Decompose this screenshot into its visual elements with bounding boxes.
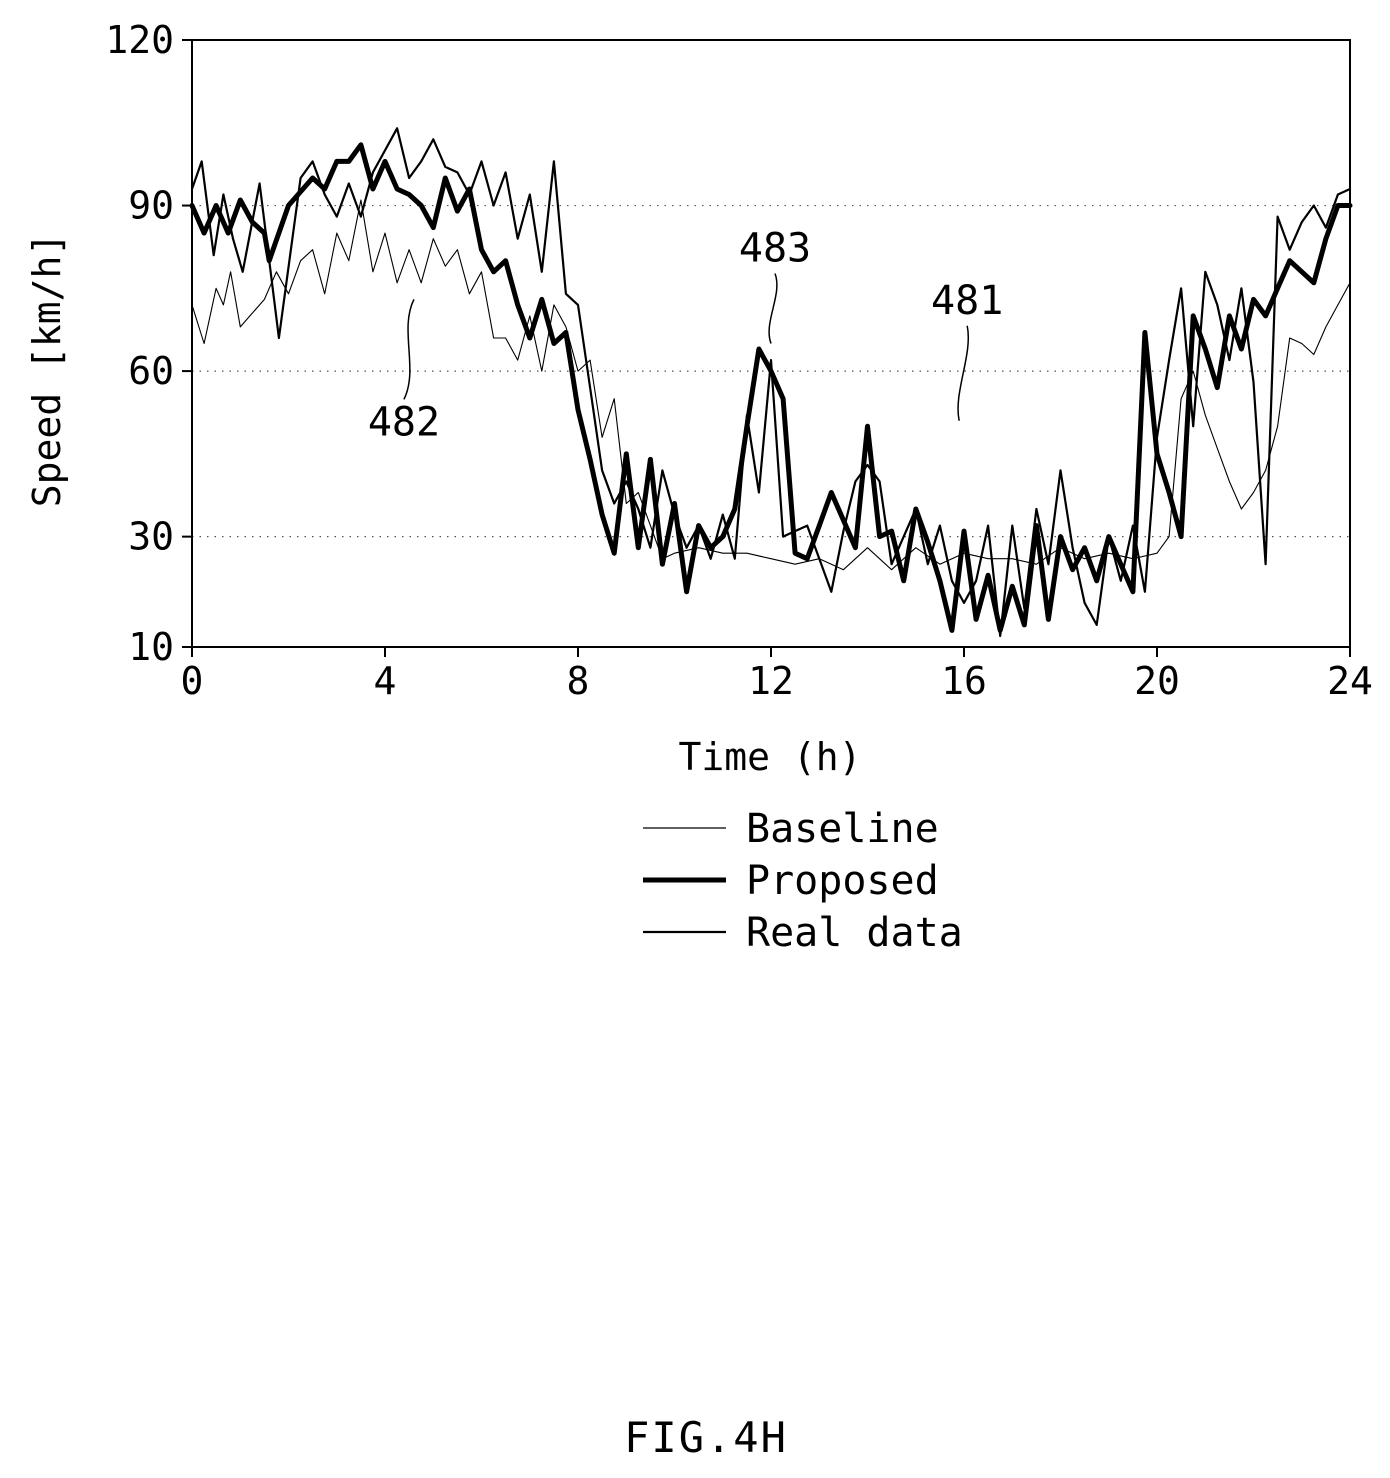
legend-label-proposed: Proposed [746,858,939,904]
x-axis-title: Time (h) [678,735,861,779]
annotation-label-481: 481 [931,278,1003,324]
y-tick-label-120: 120 [105,18,174,62]
y-tick-label-90: 90 [128,184,174,228]
tick-layer: 0 4 8 12 16 20 24 10 30 60 90 120 [105,18,1373,703]
annotation-label-482: 482 [368,399,440,445]
x-tick-label-8: 8 [567,659,590,703]
figure-caption: FIG.4H [624,1413,788,1462]
x-tick-label-12: 12 [748,659,794,703]
x-tick-label-4: 4 [374,659,397,703]
x-tick-label-24: 24 [1327,659,1373,703]
y-tick-label-30: 30 [128,515,174,559]
y-tick-label-10: 10 [128,625,174,669]
legend: Baseline Proposed Real data [643,806,963,956]
x-tick-label-0: 0 [181,659,204,703]
legend-label-baseline: Baseline [746,806,939,852]
series-layer [189,127,1353,638]
x-tick-label-16: 16 [941,659,987,703]
legend-label-real-data: Real data [746,910,963,956]
annotation-leader-481 [957,325,969,421]
annotation-leader-483 [768,273,778,344]
y-axis-title: Speed [km/h] [25,233,69,508]
series-line-real-data [190,127,1352,638]
annotation-label-483: 483 [739,226,811,272]
annotation-leader-482 [403,299,415,400]
series-line-proposed [189,142,1353,633]
y-tick-label-60: 60 [128,349,174,393]
annotation-layer: 481 482 483 [368,226,1003,446]
x-tick-label-20: 20 [1134,659,1180,703]
